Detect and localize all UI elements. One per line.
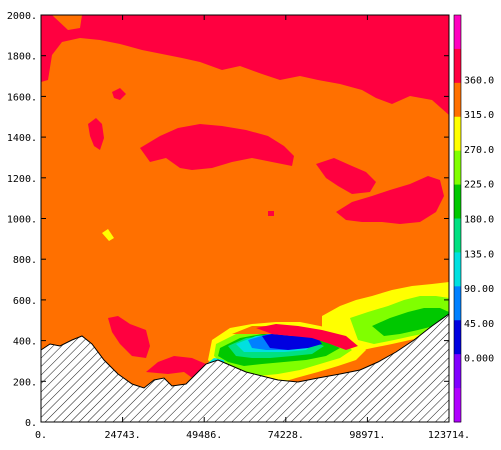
y-tick-label: 1800. [7,52,37,63]
x-tick-label: 123714. [428,430,470,441]
y-tick-label: 2000. [7,11,37,22]
field-high-lower-left [108,316,150,358]
contour-fields [41,15,449,422]
colorbar-swatch [454,15,461,50]
x-tick-label: 49486. [186,430,222,441]
y-tick-label: 200. [13,377,37,388]
y-tick-label: 1400. [7,133,37,144]
colorbar-swatch [454,320,461,355]
field-high-blob-1 [88,118,104,150]
field-high-band-mid [140,124,294,170]
colorbar: 0.000 45.00 90.00 135.0 180.0 225.0 270.0 315.0… [453,14,494,423]
y-tick-label: 400. [13,337,37,348]
field-green-right [372,308,449,336]
field-high-blob-2 [112,88,126,100]
x-tick-label: 0. [35,430,47,441]
colorbar-swatch [454,82,461,118]
colorbar-swatch [454,252,461,287]
colorbar-label: 0.000 [464,354,494,365]
colorbar-swatch [454,116,461,152]
y-tick-label: 1200. [7,174,37,185]
colorbar-label: 315.0 [464,110,494,121]
colorbar-swatch [454,150,461,186]
colorbar-swatch [454,388,461,423]
colorbar-label: 180.0 [464,215,494,226]
colorbar-swatch [454,48,461,84]
colorbar-label: 225.0 [464,180,494,191]
colorbar-label: 135.0 [464,249,494,260]
x-tick-label: 74228. [268,430,304,441]
field-orange-gap-top [52,15,82,30]
field-high-right-1 [316,158,376,194]
x-tick-label: 24743. [105,430,141,441]
field-high-lower-mid [146,356,206,382]
colorbar-label: 360.0 [464,75,494,86]
field-high-inner [256,324,358,350]
field-high-speck [268,211,274,216]
colorbar-label: 45.00 [464,319,494,330]
x-tick-label: 98971. [349,430,385,441]
colorbar-swatch [454,354,461,389]
axes: 0. 24743. 49486. 74228. 98971. 123714. 0. 200. 4… [7,11,470,441]
y-tick-label: 600. [13,296,37,307]
colorbar-swatch [454,286,461,321]
colorbar-frame [453,14,462,423]
field-high-top [41,15,449,115]
y-tick-label: 800. [13,255,37,266]
colorbar-swatch [454,218,461,253]
y-tick-label: 1000. [7,215,37,226]
field-high-right-2 [336,176,444,224]
terrain-hatched [40,313,450,423]
y-tick-label: 0. [25,418,37,429]
colorbar-label: 270.0 [464,145,494,156]
y-tick-label: 1600. [7,92,37,103]
colorbar-swatch [454,184,461,219]
colorbar-label: 90.00 [464,284,494,295]
field-yellow-left [102,229,114,241]
